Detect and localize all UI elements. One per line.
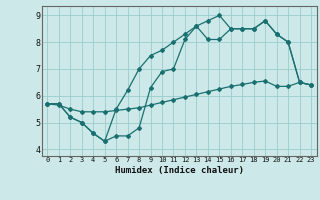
X-axis label: Humidex (Indice chaleur): Humidex (Indice chaleur) <box>115 166 244 175</box>
